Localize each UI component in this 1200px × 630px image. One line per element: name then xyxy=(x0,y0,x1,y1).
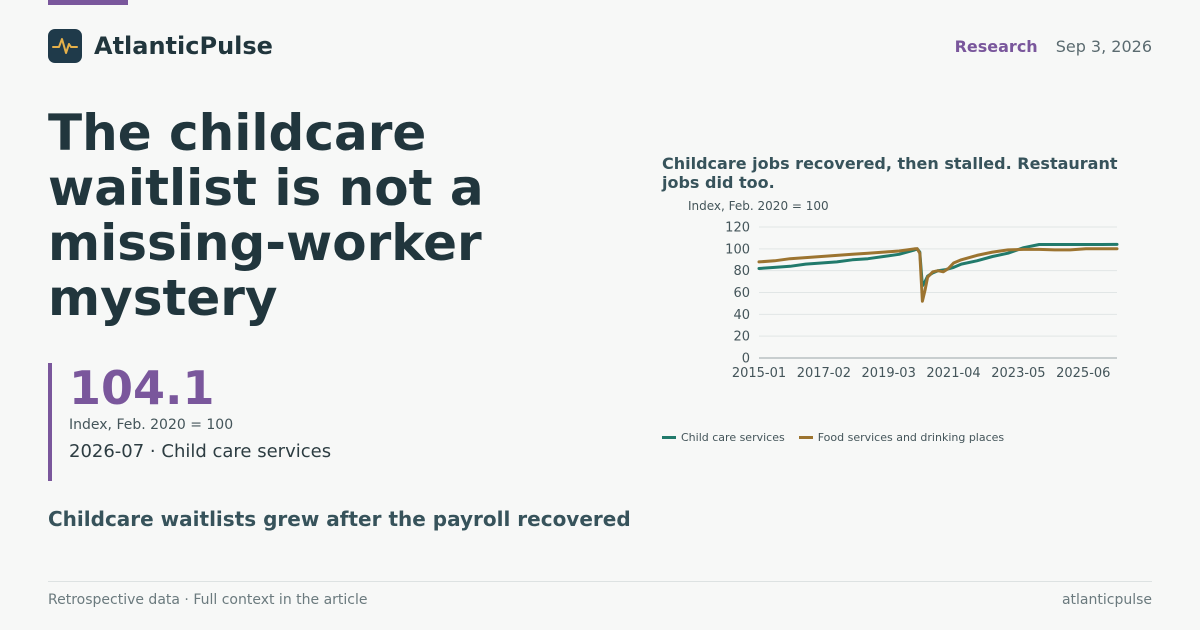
y-tick-label: 40 xyxy=(733,308,750,323)
x-tick-label: 2015-01 xyxy=(732,366,786,381)
chart-panel: Childcare jobs recovered, then stalled. … xyxy=(662,154,1152,444)
y-tick-label: 20 xyxy=(733,330,750,345)
legend-label: Child care services xyxy=(681,431,785,444)
legend-swatch xyxy=(798,436,813,439)
y-tick-label: 80 xyxy=(733,264,750,279)
footer-site[interactable]: atlanticpulse xyxy=(1061,592,1152,608)
pulse-icon xyxy=(48,29,82,63)
publish-date: Sep 3, 2026 xyxy=(1055,36,1152,56)
subheadline: Childcare waitlists grew after the payro… xyxy=(48,507,631,531)
stat-unit: Index, Feb. 2020 = 100 xyxy=(69,417,234,433)
footer-note: Retrospective data · Full context in the… xyxy=(48,592,368,608)
y-tick-label: 100 xyxy=(725,242,750,257)
x-tick-label: 2017-02 xyxy=(797,366,851,381)
brand-name: AtlanticPulse xyxy=(94,32,273,60)
section-link[interactable]: Research xyxy=(954,36,1038,56)
x-tick-label: 2023-05 xyxy=(991,366,1045,381)
chart-legend: Child care services Food services and dri… xyxy=(662,431,1004,444)
stat-context: 2026-07 · Child care services xyxy=(69,441,332,462)
y-tick-label: 0 xyxy=(742,352,750,367)
header-meta: Research Sep 3, 2026 xyxy=(955,37,1152,56)
x-tick-label: 2021-04 xyxy=(926,366,980,381)
y-tick-label: 60 xyxy=(733,286,750,301)
x-tick-label: 2019-03 xyxy=(862,366,916,381)
y-tick-label: 120 xyxy=(725,221,750,236)
legend-item: Food services and drinking places xyxy=(798,431,1005,444)
brand[interactable]: AtlanticPulse xyxy=(48,29,273,63)
legend-item: Child care services xyxy=(662,431,785,444)
x-tick-label: 2025-06 xyxy=(1056,366,1110,381)
legend-swatch xyxy=(662,436,676,439)
top-accent-bar xyxy=(48,0,128,5)
footer: Retrospective data · Full context in the… xyxy=(48,581,1152,608)
stat-value: 104.1 xyxy=(69,361,215,415)
headline: The childcare waitlist is not a missing-… xyxy=(48,104,484,327)
site-header: AtlanticPulse Research Sep 3, 2026 xyxy=(48,28,1152,64)
chart-title: Childcare jobs recovered, then stalled. … xyxy=(662,154,1118,192)
key-stat: 104.1 Index, Feb. 2020 = 100 2026-07 · C… xyxy=(48,363,428,481)
y-axis-label: Index, Feb. 2020 = 100 xyxy=(688,199,829,213)
series-line-1 xyxy=(757,247,1119,303)
line-chart: Index, Feb. 2020 = 100 0 20 40 60 80 100 120 201… xyxy=(688,199,1119,381)
legend-label: Food services and drinking places xyxy=(817,431,1005,444)
